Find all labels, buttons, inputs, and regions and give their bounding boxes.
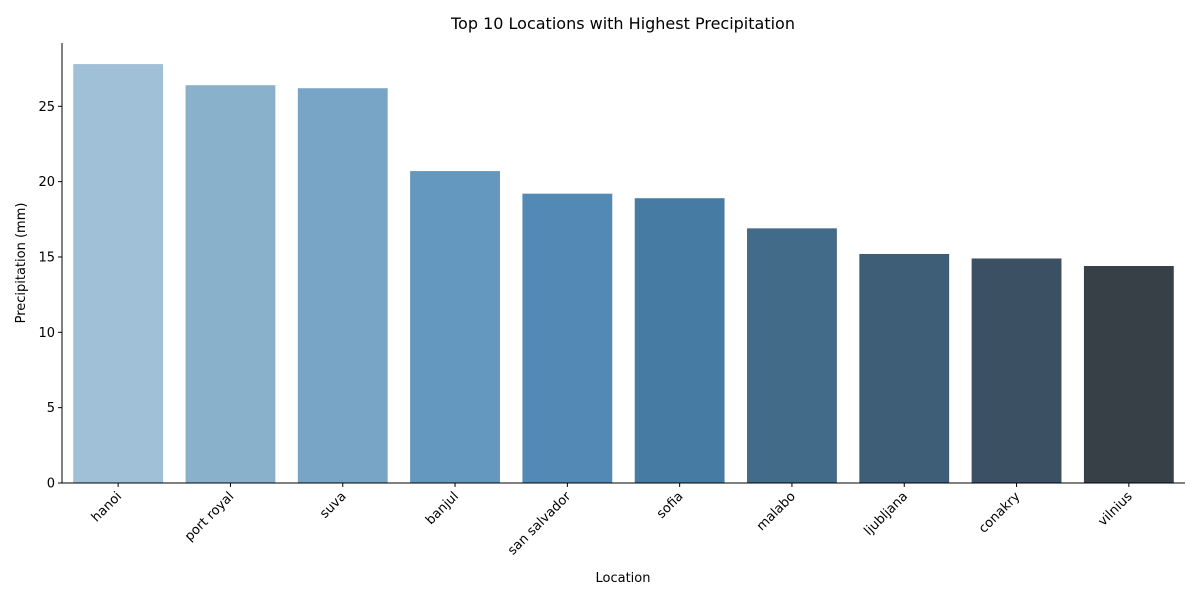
bar-banjul xyxy=(410,171,500,483)
bar-conakry xyxy=(972,258,1062,483)
x-tick-label: conakry xyxy=(976,489,1024,537)
y-axis-label: Precipitation (mm) xyxy=(14,203,29,324)
x-tick-label: hanoi xyxy=(89,489,125,525)
x-tick-label: suva xyxy=(317,489,349,521)
y-tick-label: 0 xyxy=(47,477,55,492)
x-tick-label: banjul xyxy=(423,489,462,528)
y-tick-label: 10 xyxy=(38,326,55,341)
bar-suva xyxy=(298,88,388,483)
x-tick-label: sofia xyxy=(654,489,686,521)
bar-port-royal xyxy=(186,85,276,483)
y-tick-label: 20 xyxy=(38,175,55,190)
bar-vilnius xyxy=(1084,266,1174,483)
x-tick-label: san salvador xyxy=(505,489,575,559)
x-axis-label: Location xyxy=(596,571,651,586)
y-axis-ticks: 0 5 10 15 20 25 xyxy=(38,100,62,492)
bar-san-salvador xyxy=(522,194,612,483)
x-tick-label: port royal xyxy=(182,489,237,544)
x-tick-label: ljubljana xyxy=(861,489,911,539)
bar-hanoi xyxy=(73,64,163,483)
bar-ljubljana xyxy=(859,254,949,483)
x-tick-label: vilnius xyxy=(1096,489,1136,529)
chart-title: Top 10 Locations with Highest Precipitat… xyxy=(450,14,795,33)
bar-malabo xyxy=(747,228,837,483)
x-tick-label: malabo xyxy=(754,489,799,534)
y-tick-label: 25 xyxy=(38,100,55,115)
bars xyxy=(73,64,1174,483)
y-tick-label: 15 xyxy=(38,250,55,265)
bar-sofia xyxy=(635,198,725,483)
x-axis-ticks: hanoi port royal suva banjul san salvador sof… xyxy=(89,483,1136,558)
y-tick-label: 5 xyxy=(47,401,55,416)
